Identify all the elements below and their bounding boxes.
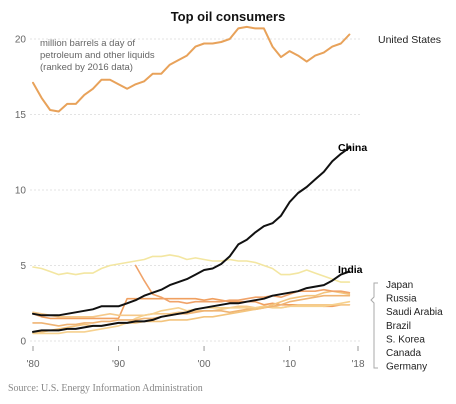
series-labels: United States China India — [338, 34, 441, 276]
series-line-germany — [32, 297, 351, 320]
y-axis-label-line: (ranked by 2016 data) — [40, 62, 133, 73]
legend-item: Canada — [386, 348, 421, 359]
legend-item: Japan — [386, 280, 413, 291]
series-line-china — [32, 146, 351, 317]
x-tick-label: '00 — [198, 359, 211, 370]
legend-item: Saudi Arabia — [386, 307, 443, 318]
series-line-brazil — [32, 294, 351, 327]
series-label-china: China — [338, 142, 367, 154]
chart-title: Top oil consumers — [171, 9, 286, 24]
y-tick-label: 10 — [15, 186, 27, 197]
y-axis-label-line: million barrels a day of — [40, 38, 135, 49]
y-tick-label: 20 — [15, 35, 27, 46]
x-tick-label: '90 — [112, 359, 125, 370]
series-label-united-states: United States — [378, 34, 441, 46]
x-tick-label: '10 — [283, 359, 296, 370]
x-axis-ticks: '80 '90 '00 '10 '18 — [26, 346, 365, 370]
y-tick-label: 5 — [20, 261, 26, 272]
legend-item: Germany — [386, 362, 427, 373]
series-line-india — [32, 270, 351, 333]
y-axis-ticks: 0 5 10 15 20 — [15, 35, 27, 348]
series-line-japan — [32, 254, 351, 283]
y-tick-label: 0 — [20, 337, 26, 348]
legend-bracket — [370, 282, 378, 369]
legend-item: S. Korea — [386, 334, 425, 345]
grid — [30, 38, 362, 342]
legend-item: Brazil — [386, 321, 411, 332]
group-legend: Japan Russia Saudi Arabia Brazil S. Korea Can… — [370, 280, 443, 373]
source-note: Source: U.S. Energy Information Administ… — [8, 383, 203, 394]
y-tick-label: 15 — [15, 110, 27, 121]
series-line-saudi-arabia — [32, 290, 351, 333]
y-axis-label-line: petroleum and other liquids — [40, 50, 155, 61]
x-tick-label: '80 — [26, 359, 39, 370]
series-line-russia — [134, 264, 351, 305]
series-line-united-states — [32, 25, 351, 113]
series-label-india: India — [338, 264, 363, 276]
x-tick-label: '18 — [351, 359, 364, 370]
series-lines — [32, 25, 351, 335]
legend-item: Russia — [386, 294, 417, 305]
